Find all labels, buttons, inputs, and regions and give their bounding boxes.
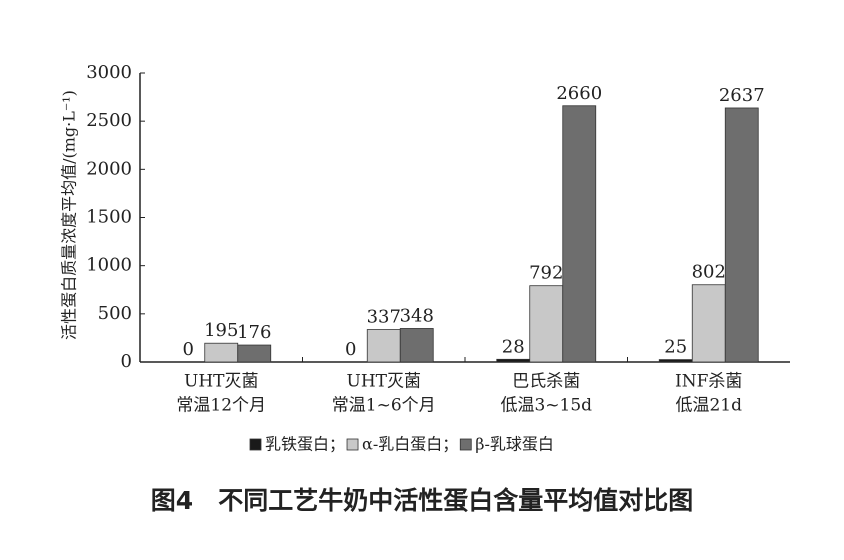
x-tick-label: 巴氏杀菌: [512, 372, 580, 392]
bar: [724, 107, 759, 363]
value-label: 2637: [719, 85, 765, 106]
bar: [562, 105, 597, 363]
bar: [237, 344, 272, 363]
chart-title: 图4 不同工艺牛奶中活性蛋白含量平均值对比图: [151, 486, 693, 515]
legend-label: β-乳球蛋白: [475, 435, 554, 454]
value-label: 0: [183, 339, 194, 360]
value-label: 176: [237, 322, 271, 343]
x-tick-label: INF杀菌: [675, 372, 742, 392]
y-tick-label: 1500: [86, 207, 132, 228]
bar: [496, 358, 531, 363]
bar: [691, 284, 726, 363]
y-tick-label: 1000: [86, 255, 132, 276]
legend-separator: ；: [442, 435, 458, 454]
x-tick-label: 常温1~6个月: [332, 396, 436, 416]
legend-swatch: [346, 438, 359, 451]
y-tick-label: 500: [98, 303, 132, 324]
y-tick-label: 3000: [86, 62, 132, 83]
y-axis-label: 活性蛋白质量浓度平均值/(mg·L⁻¹): [60, 90, 79, 340]
value-label: 348: [400, 305, 434, 326]
y-tick-label: 0: [121, 351, 132, 372]
bar: [658, 359, 693, 363]
bar: [366, 329, 401, 363]
legend-swatch: [459, 438, 472, 451]
legend-label: α-乳白蛋白: [362, 435, 442, 454]
value-label: 195: [204, 320, 238, 341]
value-label: 28: [502, 336, 525, 357]
value-label: 802: [692, 262, 726, 283]
legend-separator: ；: [329, 435, 345, 454]
bar: [529, 285, 564, 363]
value-label: 337: [367, 307, 401, 328]
bar: [204, 342, 239, 363]
y-tick-label: 2000: [86, 158, 132, 179]
x-tick-label: UHT灭菌: [347, 372, 422, 392]
y-tick-label: 2500: [86, 110, 132, 131]
x-tick-label: 低温21d: [675, 396, 742, 416]
value-label: 25: [664, 337, 687, 358]
x-tick-label: 常温12个月: [176, 396, 266, 416]
value-label: 792: [529, 263, 563, 284]
x-tick-label: 低温3~15d: [500, 396, 592, 416]
legend-label: 乳铁蛋白: [265, 435, 329, 454]
legend-swatch: [249, 438, 262, 451]
value-label: 0: [345, 339, 356, 360]
value-label: 2660: [556, 83, 602, 104]
bar: [399, 328, 434, 363]
x-tick-label: UHT灭菌: [184, 372, 259, 392]
